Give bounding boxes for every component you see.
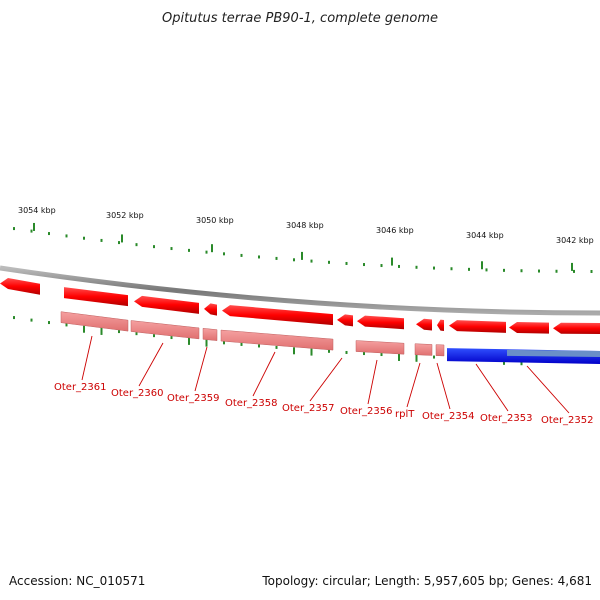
gene-arrow	[222, 305, 333, 326]
gene-leader-line	[138, 342, 164, 387]
gene-label: Oter_2357	[282, 403, 335, 414]
gene-label: Oter_2353	[480, 413, 533, 424]
rna-features	[447, 348, 600, 364]
gene-arrow	[357, 315, 404, 330]
scale-label-3054: 3054 kbp	[18, 206, 56, 215]
map-title: Opitutus terrae PB90-1, complete genome	[161, 11, 439, 26]
gene-label: Oter_2361	[54, 382, 107, 393]
gene-label: Oter_2352	[541, 415, 594, 426]
gene-arrows	[0, 278, 600, 334]
gene-leader-line	[475, 363, 509, 412]
gene-labels: Oter_2361 Oter_2360 Oter_2359 Oter_2358 Oter…	[54, 382, 594, 426]
gene-shadow	[220, 329, 334, 351]
gene-arrow	[204, 303, 217, 316]
scale-label-3042: 3042 kbp	[556, 236, 594, 245]
rna-feature	[507, 349, 600, 357]
gene-arrow	[437, 319, 444, 331]
gene-leader-lines	[81, 335, 570, 414]
gene-shadow	[202, 328, 218, 341]
gene-arrow	[509, 321, 549, 334]
scale-label-3048: 3048 kbp	[286, 221, 324, 230]
gene-shadow	[414, 343, 433, 356]
scale-ticks	[33, 222, 573, 271]
gene-shadow	[130, 320, 200, 340]
gene-label: Oter_2356	[340, 406, 393, 417]
gene-label: Oter_2358	[225, 398, 278, 409]
gene-arrow	[0, 278, 40, 295]
gene-arrow	[449, 320, 506, 333]
gene-leader-line	[367, 359, 378, 405]
gene-arrow	[416, 318, 432, 331]
gene-arrow	[553, 322, 600, 334]
genome-summary: Topology: circular; Length: 5,957,605 bp…	[262, 574, 592, 588]
scale-label-3050: 3050 kbp	[196, 216, 234, 225]
gene-leader-line	[526, 365, 570, 414]
gene-arrow	[337, 314, 353, 327]
gene-leader-line	[436, 362, 451, 410]
gc-ticks	[13, 227, 593, 366]
gene-leader-line	[252, 351, 276, 397]
gene-shadow	[60, 311, 129, 332]
gene-leader-line	[194, 346, 208, 392]
gene-leader-line	[406, 362, 421, 408]
scale-label-3046: 3046 kbp	[376, 226, 414, 235]
gene-label: rplT	[395, 409, 415, 420]
scale-label-3044: 3044 kbp	[466, 231, 504, 240]
accession-label: Accession: NC_010571	[9, 574, 146, 588]
gene-arrow	[134, 295, 199, 314]
scale-label-3052: 3052 kbp	[106, 211, 144, 220]
gene-label: Oter_2359	[167, 393, 220, 404]
gene-leader-line	[309, 357, 343, 402]
gene-label: Oter_2360	[111, 388, 164, 399]
gene-leader-line	[81, 335, 93, 381]
gene-shadow	[355, 340, 405, 355]
gene-label: Oter_2354	[422, 411, 475, 422]
gene-shadows	[60, 311, 445, 357]
gene-arrow	[64, 287, 128, 307]
genome-backbone	[0, 265, 600, 316]
gene-shadow	[435, 344, 445, 357]
scale-labels: 3054 kbp 3052 kbp 3050 kbp 3048 kbp 3046 kbp…	[18, 206, 594, 245]
